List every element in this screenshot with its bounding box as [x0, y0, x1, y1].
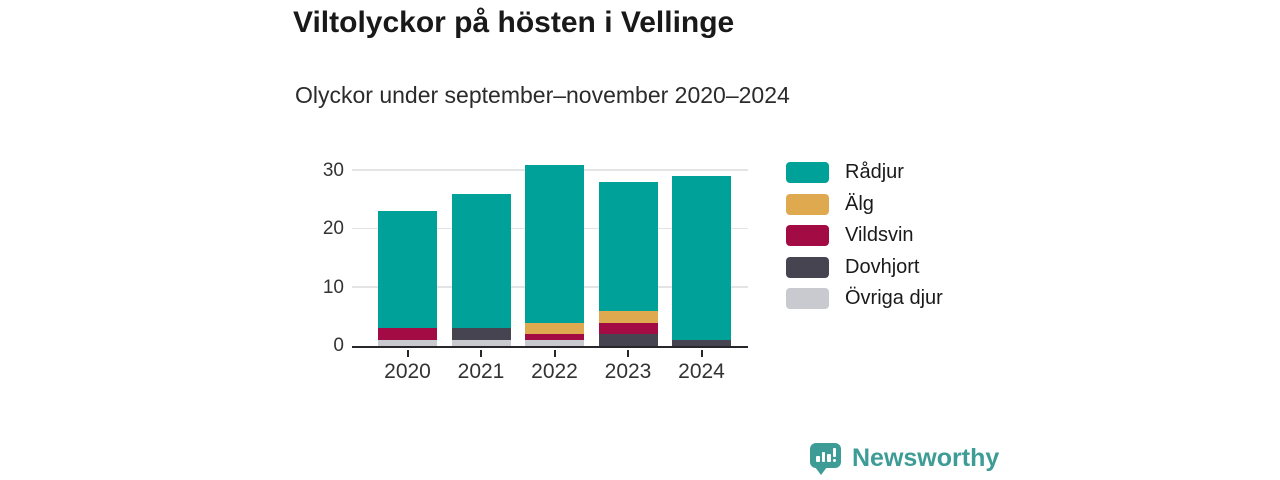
bar-2022: [525, 150, 584, 346]
speech-bubble-tail: [815, 467, 827, 475]
newsworthy-icon: [810, 443, 841, 476]
x-axis-label-2021: 2021: [457, 360, 505, 383]
bar-segment-2022-Vildsvin: [525, 334, 584, 341]
brand-name: Newsworthy: [852, 444, 1000, 472]
legend-label: Dovhjort: [845, 255, 920, 278]
y-axis-tick-label: 30: [322, 159, 344, 181]
bar-2021: [451, 150, 511, 346]
bar-segment-2022-Älg: [525, 322, 584, 335]
bar-segment-2023-Älg: [598, 310, 658, 323]
newsworthy-logo: Newsworthy: [810, 443, 999, 476]
legend-item-Älg: Älg: [786, 192, 943, 215]
chart-title: Viltolyckor på hösten i Vellinge: [293, 6, 735, 39]
legend-item-Vildsvin: Vildsvin: [786, 225, 943, 246]
bar-segment-2020-Vildsvin: [378, 328, 437, 341]
bar-2020: [378, 150, 437, 346]
bar-segment-2020-Rådjur: [378, 211, 437, 329]
bar-segment-2021-Rådjur: [451, 193, 511, 329]
bar-segment-2024-Dovhjort: [672, 340, 731, 346]
legend-label: Rådjur: [845, 161, 904, 183]
exclamation-icon: [832, 448, 836, 457]
bar-segment-2020-Övriga djur: [378, 340, 437, 346]
x-axis-tick: [480, 350, 482, 357]
legend-label: Vildsvin: [845, 224, 914, 246]
mini-bar-chart-icon: [816, 456, 820, 462]
bar-segment-2024-Rådjur: [672, 176, 731, 341]
legend-swatch: [786, 193, 829, 215]
bar-segment-2022-Rådjur: [525, 164, 584, 323]
x-axis-tick: [406, 350, 409, 357]
bar-2024: [672, 150, 731, 346]
legend-swatch: [786, 288, 829, 309]
x-axis-label-2020: 2020: [384, 360, 431, 383]
bar-2023: [598, 150, 658, 346]
bar-segment-2023-Vildsvin: [598, 322, 658, 335]
x-axis-tick: [553, 350, 556, 357]
y-axis-tick-label: 0: [333, 335, 344, 356]
x-axis-line: [352, 345, 748, 348]
x-axis-label-2022: 2022: [531, 360, 578, 383]
legend-label: Övriga djur: [845, 287, 943, 309]
plot-area: 0 10 20 30 2020 2021 2022 2023 2024: [323, 150, 748, 383]
legend-swatch: [786, 225, 829, 246]
bar-segment-2021-Dovhjort: [451, 328, 511, 341]
speech-bubble-shape: [810, 443, 841, 468]
legend: Rådjur Älg Vildsvin Dovhjort Övriga djur: [786, 162, 943, 320]
chart-subtitle: Olyckor under september–november 2020–20…: [295, 82, 790, 108]
y-axis-tick-label: 20: [322, 218, 344, 239]
x-axis-label-2024: 2024: [678, 360, 725, 383]
legend-swatch: [786, 162, 829, 183]
legend-label: Älg: [845, 192, 874, 215]
legend-item-Övriga djur: Övriga djur: [786, 288, 943, 309]
bar-segment-2023-Rådjur: [598, 182, 658, 311]
y-axis-tick-label: 10: [322, 276, 344, 298]
bar-segment-2022-Övriga djur: [525, 340, 584, 346]
legend-item-Dovhjort: Dovhjort: [786, 255, 943, 278]
x-axis-tick: [700, 350, 703, 357]
legend-swatch: [786, 256, 829, 278]
bar-segment-2021-Övriga djur: [451, 340, 511, 346]
legend-item-Rådjur: Rådjur: [786, 162, 943, 183]
x-axis-tick: [627, 350, 629, 357]
x-axis-label-2023: 2023: [604, 360, 652, 383]
bar-segment-2023-Dovhjort: [598, 334, 658, 346]
